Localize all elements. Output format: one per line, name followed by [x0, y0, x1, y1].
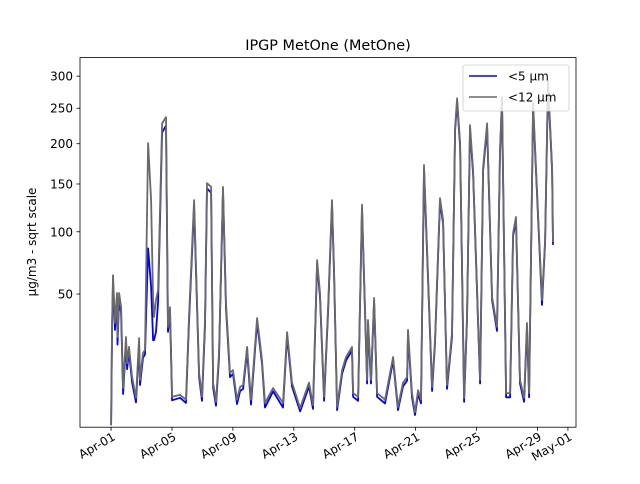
x-tick-label: Apr-05: [137, 430, 178, 462]
y-tick-label: 250: [50, 102, 73, 116]
y-tick-label: 300: [50, 70, 73, 84]
chart-title: IPGP MetOne (MetOne): [245, 38, 411, 54]
x-tick-label: Apr-25: [442, 430, 483, 462]
legend: <5 µm <12 µm: [462, 64, 570, 112]
y-ticks: 50 100 150 200 250 300: [50, 70, 80, 302]
y-tick-label: 100: [50, 225, 73, 239]
y-axis-label: µg/m3 - sqrt scale: [25, 188, 39, 297]
y-tick-label: 200: [50, 137, 73, 151]
x-tick-label: Apr-09: [198, 430, 239, 462]
x-tick-label: Apr-13: [259, 430, 300, 462]
x-tick-label: Apr-01: [76, 430, 117, 462]
x-tick-label: Apr-17: [320, 430, 361, 462]
x-ticks: Apr-01 Apr-05 Apr-09 Apr-13 Apr-17 Apr-21 Apr-…: [76, 427, 574, 464]
y-tick-label: 150: [50, 177, 73, 191]
legend-label-pm5: <5 µm: [508, 70, 549, 84]
legend-label-pm12: <12 µm: [508, 91, 556, 105]
series-line-1: [110, 79, 554, 426]
x-tick-label: Apr-21: [381, 430, 422, 462]
y-tick-label: 50: [58, 288, 73, 302]
axes-frame: [79, 57, 577, 428]
plot-lines: [110, 79, 554, 426]
